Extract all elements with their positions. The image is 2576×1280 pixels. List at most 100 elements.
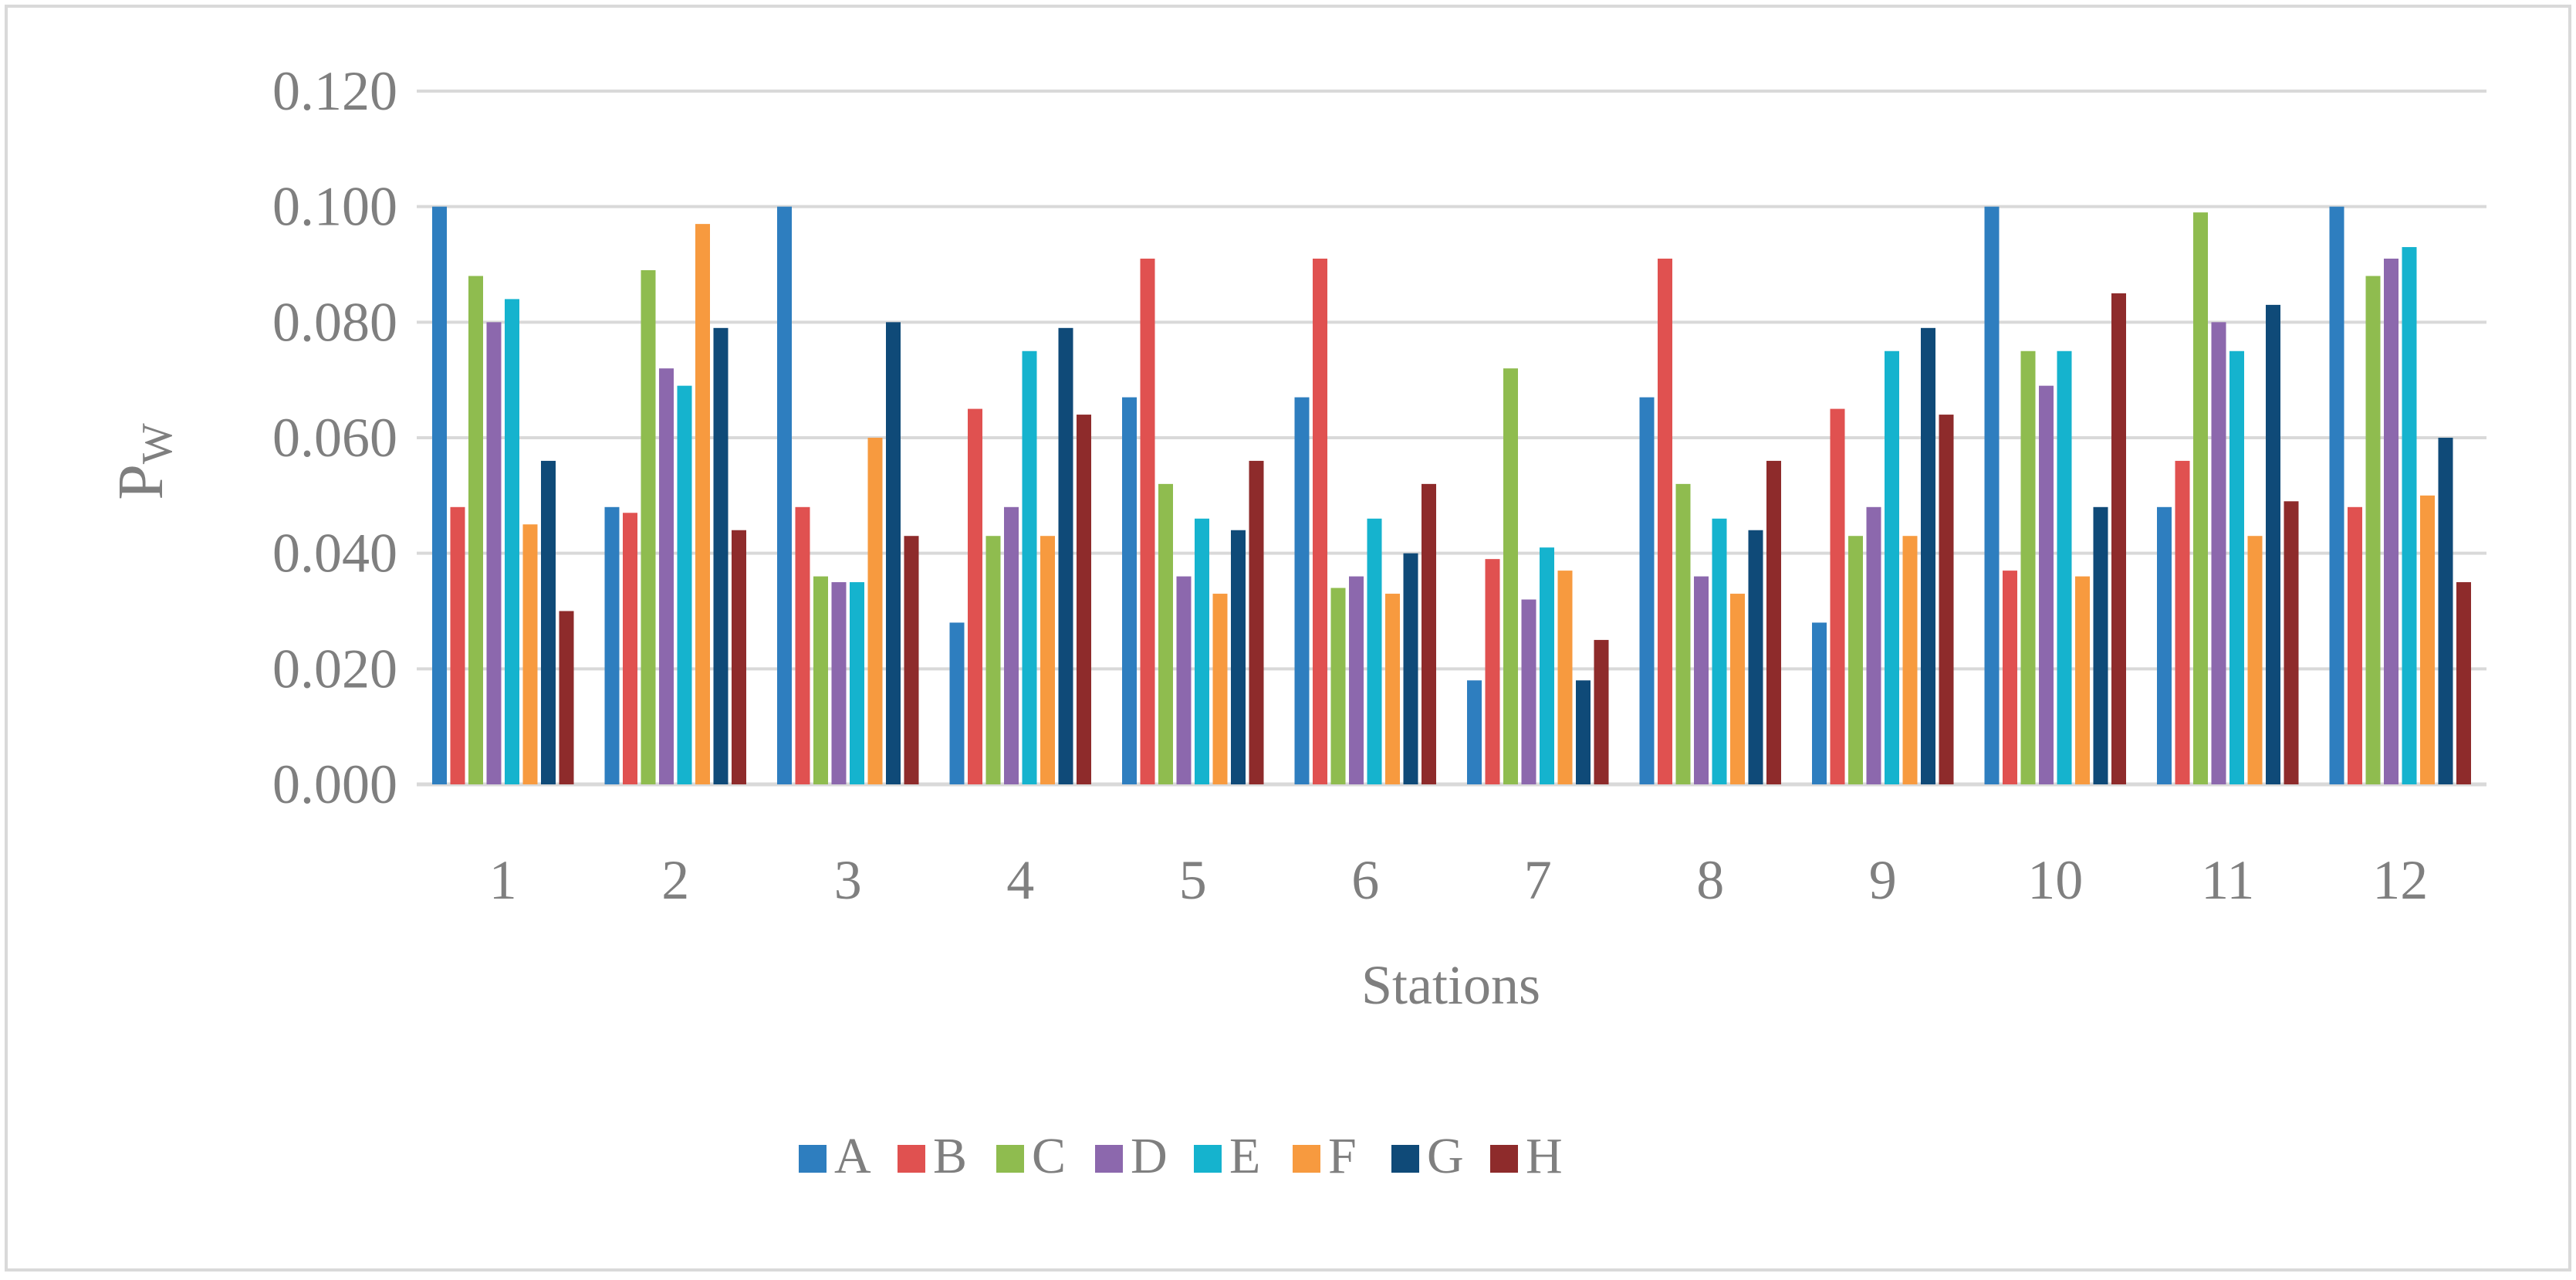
legend-swatch-E [1194,1145,1222,1173]
bar-F-3 [867,438,883,784]
bar-C-8 [1675,483,1691,784]
bar-H-8 [1766,460,1781,784]
bar-E-12 [2402,247,2417,784]
bar-E-7 [1540,547,1554,784]
legend-label-D: D [1131,1128,1168,1184]
bar-C-2 [641,269,656,784]
bar-D-11 [2211,322,2226,784]
bar-A-8 [1639,397,1655,784]
x-tick-label: 2 [661,849,689,911]
bar-H-7 [1594,639,1609,784]
bar-G-8 [1748,530,1763,784]
bar-H-3 [904,536,919,784]
bar-H-5 [1249,460,1264,784]
legend-label-C: C [1032,1128,1066,1184]
bar-F-7 [1557,571,1573,784]
bar-H-11 [2284,501,2299,784]
bar-C-3 [813,576,828,784]
bar-E-1 [505,299,519,784]
legend-swatch-C [996,1145,1024,1173]
bar-E-6 [1367,518,1382,784]
x-tick-label: 5 [1179,849,1207,911]
legend-swatch-D [1095,1145,1123,1173]
bar-C-7 [1503,368,1518,784]
bar-E-5 [1195,518,1209,784]
bar-F-9 [1902,536,1918,784]
bar-E-8 [1712,518,1727,784]
bar-E-11 [2229,350,2244,784]
bar-B-1 [450,506,465,784]
bar-B-6 [1313,259,1327,784]
bar-D-9 [1866,506,1881,784]
y-tick-label: 0.120 [272,60,397,122]
legend: A B C D E F G H [799,1128,1563,1184]
bar-B-8 [1658,259,1672,784]
bar-D-6 [1349,576,1364,784]
y-tick-label: 0.080 [272,291,397,353]
legend-label-E: E [1229,1128,1260,1184]
bar-G-7 [1576,680,1591,784]
bar-H-1 [559,611,574,784]
bar-F-6 [1385,594,1400,784]
bar-D-3 [831,582,847,784]
bar-H-10 [2111,293,2126,785]
bar-F-1 [522,524,538,784]
bar-F-11 [2247,536,2263,784]
y-tick-label: 0.100 [272,176,397,238]
bar-H-2 [732,530,746,784]
bar-A-9 [1812,622,1827,784]
bar-F-12 [2420,495,2435,784]
bar-D-12 [2384,259,2399,784]
bar-A-12 [2329,206,2344,785]
bar-A-10 [1984,206,2000,785]
y-axis-title: PW [105,423,181,500]
y-tick-label: 0.020 [272,638,397,699]
x-tick-label: 1 [489,849,517,911]
x-tick-label: 9 [1869,849,1897,911]
bar-D-2 [659,368,674,784]
legend-swatch-A [799,1145,827,1173]
bar-A-4 [949,622,965,784]
x-tick-label: 3 [834,849,862,911]
bar-E-3 [850,582,864,784]
legend-swatch-F [1293,1145,1320,1173]
bar-B-9 [1830,408,1845,784]
bar-C-5 [1158,483,1173,784]
bar-F-5 [1212,594,1228,784]
legend-swatch-B [898,1145,925,1173]
legend-label-F: F [1328,1128,1357,1184]
bar-A-7 [1467,680,1482,784]
gridlines [417,90,2486,787]
bar-D-1 [486,322,502,784]
bar-G-2 [713,327,729,785]
bar-C-6 [1330,588,1346,784]
x-tick-label: 12 [2372,849,2428,911]
legend-swatch-H [1490,1145,1518,1173]
bar-E-10 [2057,350,2072,784]
bar-E-4 [1022,350,1037,784]
x-tick-label: 11 [2201,849,2254,911]
bar-H-12 [2456,582,2471,784]
legend-label-B: B [933,1128,967,1184]
bar-D-7 [1521,599,1536,784]
x-axis-title: Stations [1361,954,1540,1016]
bar-C-1 [468,276,483,784]
bar-D-10 [2039,385,2054,784]
bar-C-4 [985,536,1001,784]
y-tick-label: 0.040 [272,523,397,584]
bar-G-9 [1921,327,1935,785]
bar-G-5 [1231,530,1246,784]
bar-F-4 [1040,536,1055,784]
bar-G-12 [2438,438,2453,784]
bar-C-12 [2365,276,2381,784]
bar-D-8 [1694,576,1709,784]
legend-label-G: G [1427,1128,1464,1184]
bar-A-2 [604,506,620,784]
y-tick-label: 0.000 [272,753,397,815]
bars [432,206,2471,785]
x-tick-label: 7 [1524,849,1552,911]
x-axis-tick-labels: 1 2 3 4 5 6 7 8 9 10 11 12 [489,849,2429,911]
bar-C-11 [2193,212,2208,784]
